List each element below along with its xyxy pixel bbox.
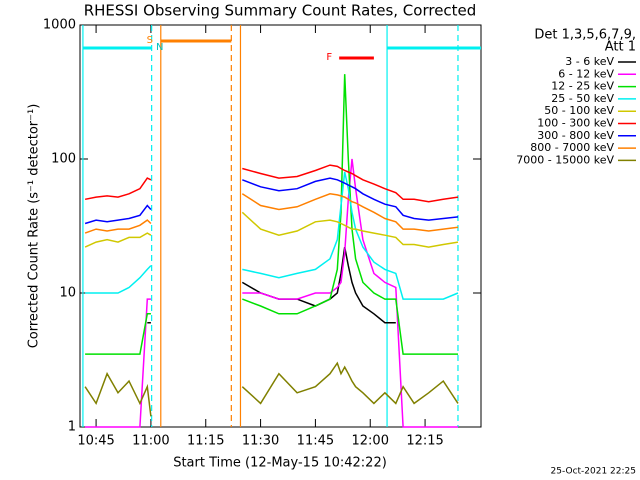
series-line [84,361,459,417]
y-axis-label: Corrected Count Rate (s⁻¹ detector⁻¹) [27,104,42,349]
x-tick-label: 11:15 [187,434,224,449]
x-tick-label: 12:15 [406,434,443,449]
annotation: N [156,42,163,53]
series-line [84,211,459,248]
x-tick-label: 11:30 [242,434,279,449]
legend-label: 7000 - 15000 keV [516,153,614,166]
y-tick-label: 1 [68,420,76,435]
y-tick-label: 10 [59,286,76,301]
legend-label: 50 - 100 keV [544,104,614,117]
x-axis-label: Start Time (12-May-15 10:42:22) [173,456,387,471]
legend-label: 25 - 50 keV [551,92,614,105]
legend-label: 3 - 6 keV [565,55,614,68]
annotation: S [147,35,153,46]
series-line [84,193,459,234]
footer: 25-Oct-2021 22:25 [551,467,636,477]
legend-title: Att 1 [605,40,636,55]
annotation: F [326,52,332,63]
plot-frame [79,24,482,428]
series-line [84,164,459,203]
x-tick-label: 11:00 [132,434,169,449]
legend-label: 800 - 7000 keV [530,141,614,154]
series-line [85,171,459,300]
x-tick-label: 11:45 [297,434,334,449]
legend-label: 100 - 300 keV [537,117,614,130]
x-tick-label: 10:45 [77,434,114,449]
y-tick-label: 100 [51,152,76,167]
legend-label: 6 - 12 keV [558,67,614,80]
y-tick-label: 1000 [43,18,76,33]
series-line [84,177,459,225]
legend-label: 300 - 800 keV [537,129,614,142]
chart-title: RHESSI Observing Summary Count Rates, Co… [84,2,477,20]
legend-label: 12 - 25 keV [551,80,614,93]
legend-title: Det 1,3,5,6,7,9, [534,28,636,43]
x-tick-label: 12:00 [352,434,389,449]
